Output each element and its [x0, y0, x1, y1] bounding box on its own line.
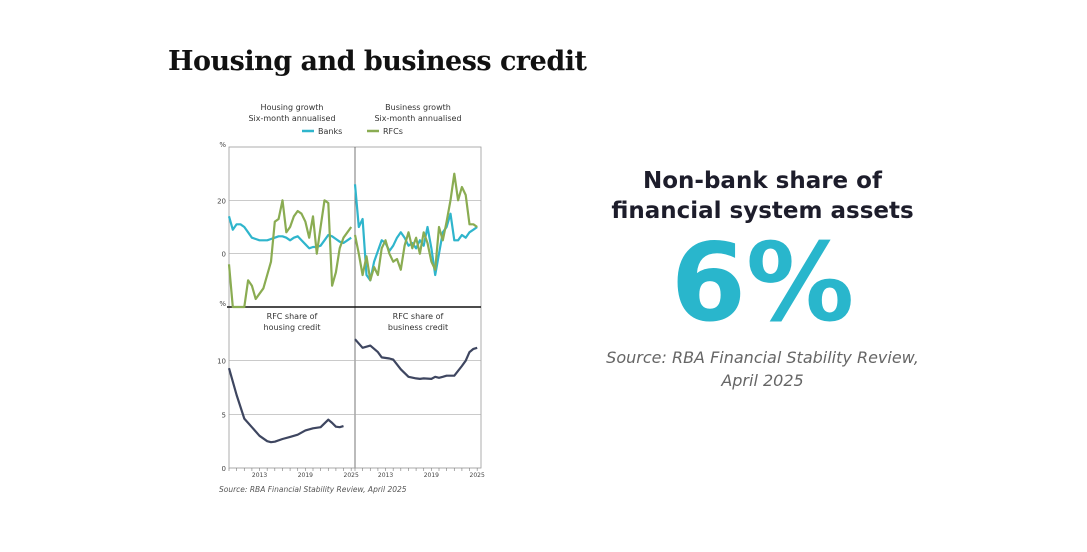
panel-title: Housing growth	[261, 103, 324, 112]
panel-title: Six-month annualised	[248, 114, 335, 123]
credit-chart: 0 20% Housing growth Six-month annualised Ba…	[217, 103, 485, 479]
x-tick-label: 2019	[298, 472, 313, 479]
series-line-rfcs-top-right	[353, 172, 478, 282]
panel-title: housing credit	[264, 323, 321, 332]
x-tick-label: 2025	[344, 472, 359, 479]
stat-heading: Non-bank share of financial system asset…	[611, 168, 914, 224]
panel-title: Business growth	[385, 103, 451, 112]
chart-source: Source: RBA Financial Stability Review, …	[219, 485, 407, 494]
panel-title: Six-month annualised	[374, 114, 461, 123]
stat-source: Source: RBA Financial Stability Review, …	[606, 348, 919, 390]
legend-label-rfcs: RFCs	[383, 127, 403, 136]
panel-title: RFC share of	[267, 312, 318, 321]
x-tick-label: 2025	[470, 472, 485, 479]
page-title: Housing and business credit	[168, 46, 587, 77]
series-line-banks-top-left	[227, 215, 352, 250]
y-tick-label: 0	[222, 251, 226, 259]
x-tick-label: 2019	[424, 472, 439, 479]
x-tick-label: 2013	[252, 472, 267, 479]
y-axis-unit: %	[219, 300, 226, 308]
series-line-banks-top-right	[353, 184, 478, 282]
panel-title: business credit	[388, 323, 448, 332]
panel-title: RFC share of	[393, 312, 444, 321]
series-line-share-bottom-right	[354, 338, 478, 380]
y-tick-label: 10	[217, 358, 226, 366]
series-line-share-bottom-left	[227, 367, 344, 444]
series-line-rfcs-top-left	[227, 199, 353, 309]
stat-callout: Non-bank share of financial system asset…	[590, 166, 935, 392]
y-tick-label: 0	[222, 465, 226, 473]
y-tick-label: 5	[222, 411, 226, 419]
x-tick-label: 2013	[378, 472, 393, 479]
legend-label-banks: Banks	[318, 127, 342, 136]
y-tick-label: 20	[217, 197, 226, 205]
stat-value: 6%	[670, 221, 855, 346]
y-axis-unit: %	[219, 141, 226, 149]
